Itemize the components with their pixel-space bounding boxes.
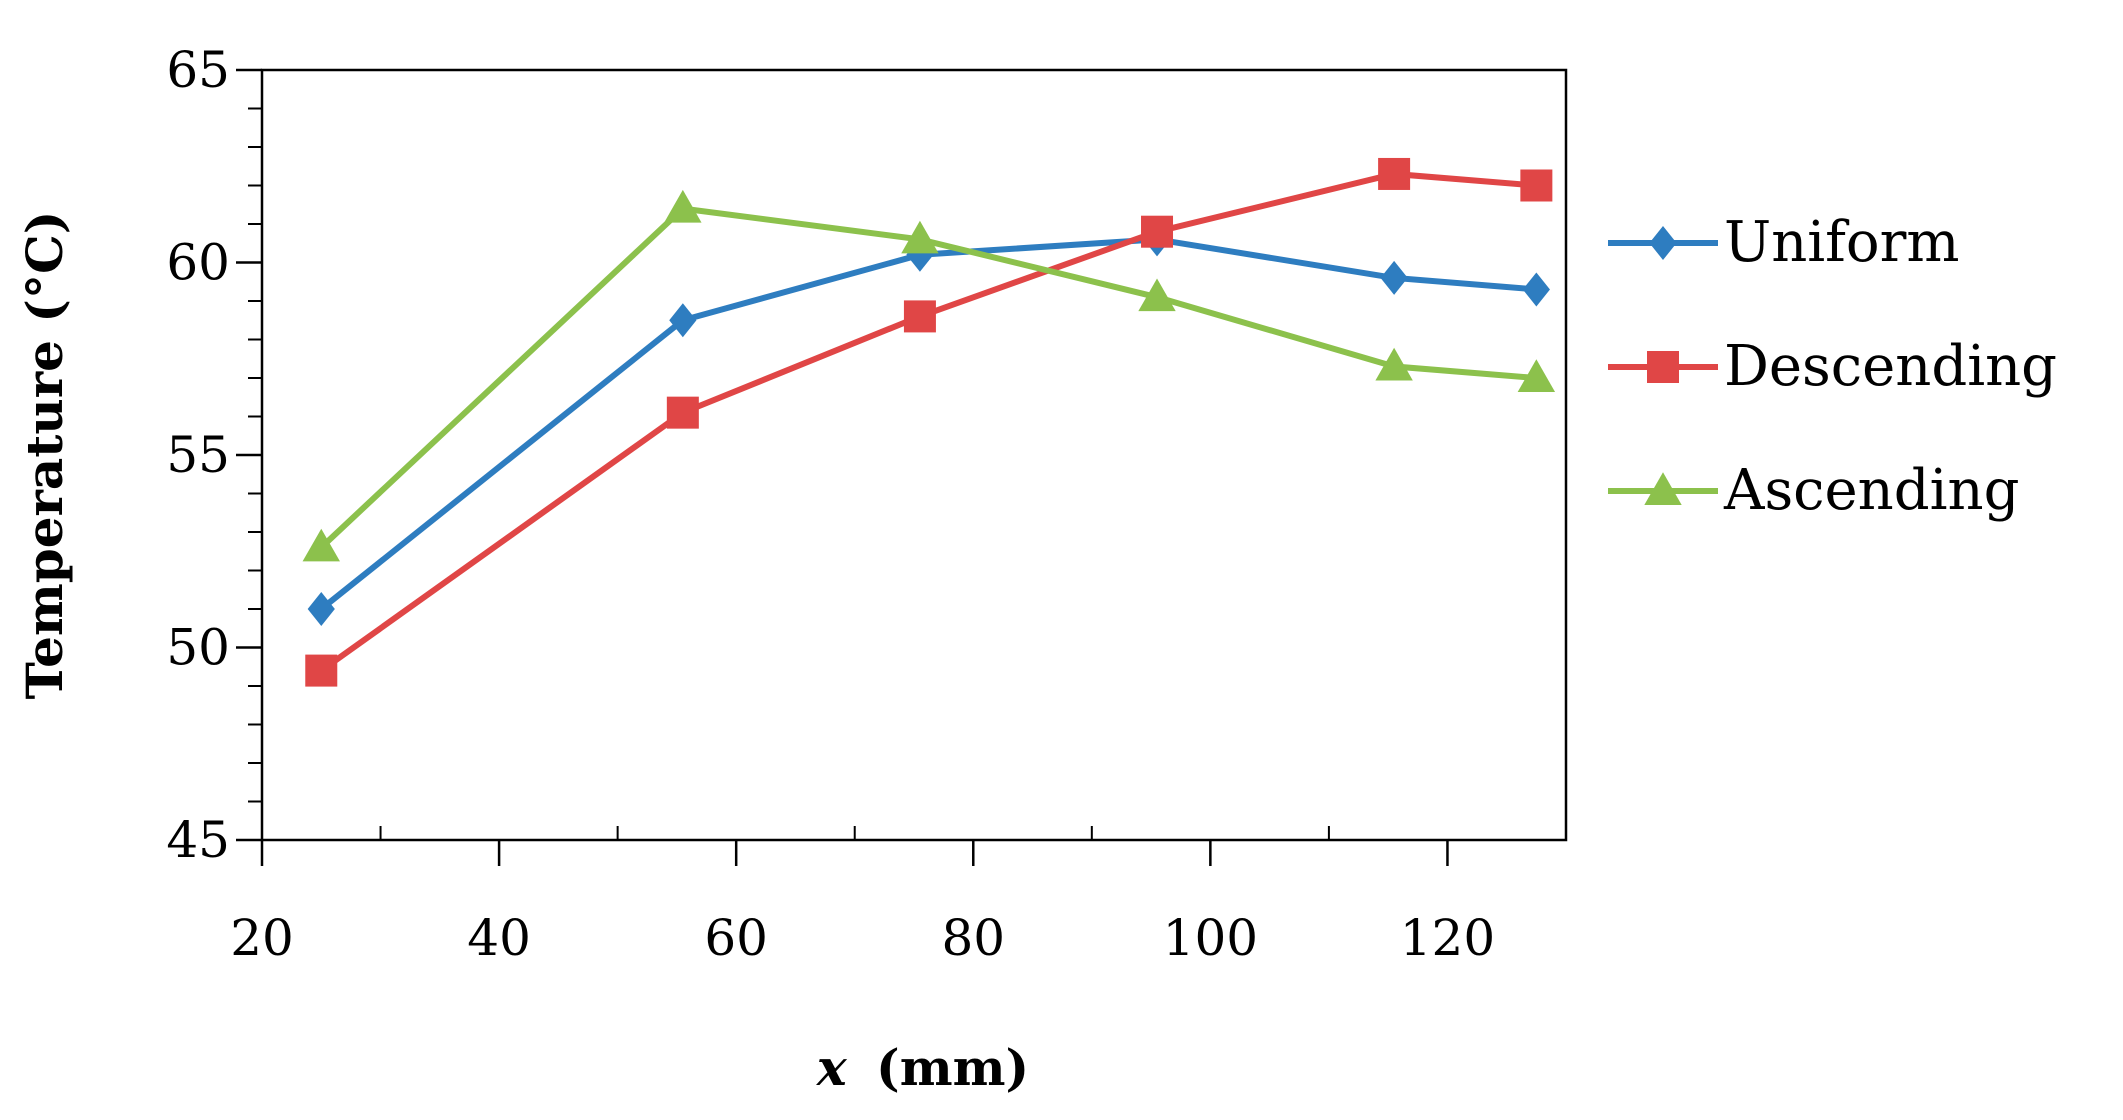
y-tick-label: 60 [166, 234, 230, 292]
series-ascending [302, 189, 1556, 562]
legend-item-uniform: Uniform [1608, 210, 1959, 275]
x-tick-label: 80 [941, 909, 1005, 967]
descending-point [1520, 169, 1553, 202]
descending-point [903, 300, 936, 333]
descending-point [666, 396, 699, 429]
x-tick-label: 100 [1163, 909, 1258, 967]
x-axis-unit: (mm) [876, 1038, 1029, 1097]
axes: 45 50 55 60 65 20 40 60 80 100 120 [166, 41, 1568, 967]
plot-area-frame [260, 68, 1568, 842]
series-descending [305, 157, 1553, 687]
descending-line [319, 170, 1537, 674]
axis-labels: Temperature (°C) x (mm) [15, 211, 1029, 1097]
x-axis-variable: x [816, 1038, 848, 1097]
legend-item-descending: Descending [1608, 334, 2057, 399]
ascending-point [664, 189, 702, 223]
series-uniform [307, 222, 1550, 626]
uniform-line [319, 236, 1537, 612]
legend-marker-uniform [1649, 226, 1677, 260]
x-tick-label: 60 [704, 909, 768, 967]
x-tick-label: 20 [230, 909, 294, 967]
x-tick-label: 120 [1400, 909, 1495, 967]
ascending-point [1517, 359, 1556, 393]
y-tick-label: 65 [166, 41, 230, 99]
descending-point [305, 654, 338, 687]
descending-point [1378, 157, 1411, 190]
x-tick-label: 40 [467, 909, 531, 967]
ascending-point [1375, 347, 1413, 381]
ascending-point [1138, 278, 1176, 312]
uniform-point [1522, 272, 1550, 307]
y-axis-title: Temperature (°C) [15, 211, 74, 700]
ascending-point [901, 220, 939, 254]
legend-marker-ascending [1644, 472, 1682, 506]
x-axis-title: x (mm) [816, 1038, 1029, 1097]
ascending-line [319, 205, 1537, 550]
legend-label-uniform: Uniform [1724, 210, 1959, 275]
uniform-point [1380, 260, 1408, 295]
y-tick-label: 50 [166, 619, 230, 677]
y-tick-label: 55 [166, 426, 230, 484]
legend-marker-descending [1647, 351, 1679, 383]
legend-label-ascending: Ascending [1723, 458, 2019, 523]
legend: Uniform Descending Ascending [1608, 210, 2057, 523]
ascending-point [302, 528, 340, 562]
uniform-point [307, 592, 335, 626]
legend-item-ascending: Ascending [1608, 458, 2019, 523]
y-tick-label: 45 [166, 811, 230, 869]
descending-point [1141, 215, 1174, 248]
series-layer [302, 157, 1556, 687]
uniform-point [669, 303, 697, 338]
legend-label-descending: Descending [1724, 334, 2057, 399]
